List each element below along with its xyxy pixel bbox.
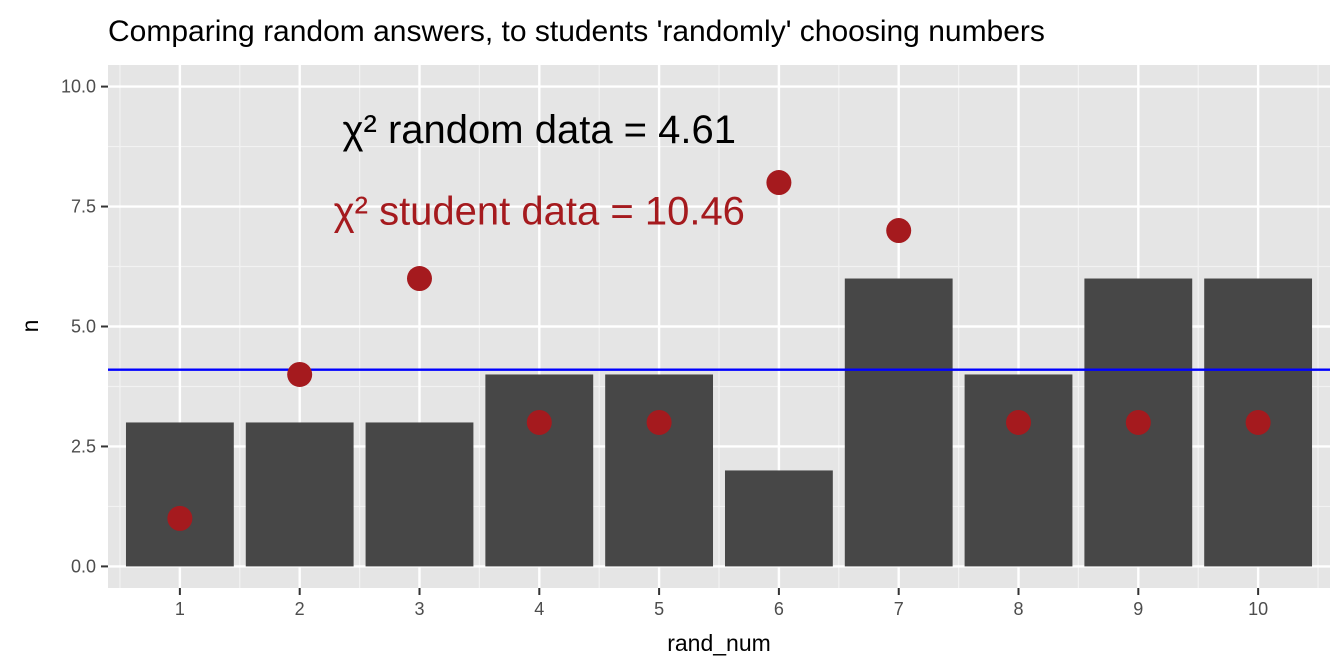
y-tick-label: 10.0 (61, 77, 96, 97)
x-tick-label: 7 (894, 599, 904, 619)
bar (245, 422, 354, 567)
x-tick-label: 10 (1248, 599, 1268, 619)
y-axis-title: n (17, 320, 43, 333)
bar (365, 422, 474, 567)
point (766, 170, 792, 196)
x-axis-title: rand_num (667, 630, 771, 656)
annotations: χ² random data = 4.61 χ² student data = 1… (334, 108, 745, 234)
x-tick-label: 4 (534, 599, 544, 619)
point (167, 505, 193, 531)
y-axis: 0.0 2.5 5.0 7.5 10.0 (61, 77, 108, 576)
x-tick-label: 3 (414, 599, 424, 619)
bar (844, 278, 953, 567)
point (1006, 409, 1032, 435)
point (646, 409, 672, 435)
annotation: χ² random data = 4.61 (343, 108, 736, 152)
point-series (167, 170, 1271, 531)
x-tick-label: 5 (654, 599, 664, 619)
bar (125, 422, 234, 567)
point (526, 409, 552, 435)
bar (485, 374, 594, 567)
point (1125, 409, 1151, 435)
annotation: χ² student data = 10.46 (334, 189, 745, 233)
bar-series (125, 278, 1313, 567)
x-tick-label: 1 (175, 599, 185, 619)
y-tick-label: 7.5 (71, 197, 96, 217)
bar (964, 374, 1073, 567)
x-tick-label: 6 (774, 599, 784, 619)
y-tick-label: 0.0 (71, 556, 96, 576)
point (406, 266, 432, 292)
point (886, 218, 912, 244)
chart-title: Comparing random answers, to students 'r… (108, 15, 1045, 48)
point (287, 361, 313, 387)
y-tick-label: 5.0 (71, 317, 96, 337)
x-tick-label: 2 (295, 599, 305, 619)
bar (724, 470, 833, 567)
x-axis: 1 2 3 4 5 6 7 8 9 10 (175, 588, 1268, 619)
x-tick-label: 8 (1014, 599, 1024, 619)
x-tick-label: 9 (1133, 599, 1143, 619)
bar (605, 374, 714, 567)
y-tick-label: 2.5 (71, 436, 96, 456)
point (1245, 409, 1271, 435)
